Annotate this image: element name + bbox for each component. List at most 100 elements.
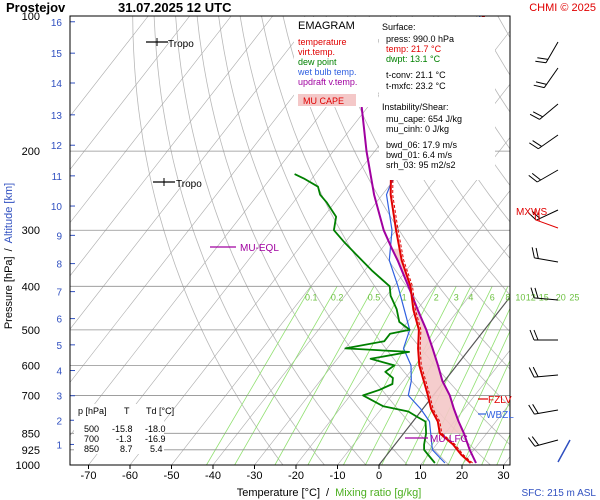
bwd01-value: bwd_01: 6.4 m/s <box>386 150 453 160</box>
mu-lfc-label: MU-LFC <box>430 434 468 445</box>
legend-updraft: updraft v.temp. <box>298 77 357 87</box>
wind-barb <box>529 103 559 120</box>
wind-barb-feather <box>535 247 539 259</box>
wind-barb-feather <box>531 247 535 258</box>
virtual-temp-line <box>392 16 487 464</box>
altitude-tick-label: 2 <box>56 416 62 427</box>
wbzl-label: WBZL <box>486 410 514 421</box>
srh03-value: srh_03: 95 m2/s2 <box>386 160 456 170</box>
mxws-label: MXWS <box>516 207 547 218</box>
dry-adiabat <box>368 16 510 259</box>
wind-barb-feather <box>532 366 539 377</box>
altitude-tick-label: 13 <box>51 111 63 122</box>
surface-title: Surface: <box>382 22 416 32</box>
bwd06-value: bwd_06: 17.9 m/s <box>386 140 458 150</box>
legend-wet-bulb: wet bulb temp. <box>297 67 357 77</box>
temperature-tick-label: 20 <box>456 470 468 482</box>
tropo-label-lower: Tropo <box>176 179 202 190</box>
wind-barb <box>529 329 558 341</box>
mixing-ratio-label: 4 <box>468 292 473 302</box>
altitude-tick-label: 6 <box>56 315 62 326</box>
dry-adiabat <box>304 16 510 370</box>
wind-barb-staff <box>536 169 559 183</box>
isotherm <box>70 16 273 277</box>
isotherm <box>70 16 190 170</box>
wind-barb-feather <box>535 81 547 85</box>
temperature-tick-label: 0 <box>376 470 382 482</box>
instability-title: Instability/Shear: <box>382 102 449 112</box>
mixing-ratio-label: 20 <box>556 292 566 302</box>
table-cell: 5.4 <box>150 444 163 454</box>
isotherm <box>70 16 315 330</box>
temperature-tick-label: -30 <box>247 470 263 482</box>
wind-barb <box>528 366 559 378</box>
dew-profile-line <box>294 173 436 464</box>
mixing-ratio-label: 2 <box>434 292 439 302</box>
mixing-ratio-label: 6 <box>490 292 495 302</box>
wind-barb-feather <box>532 404 539 414</box>
wind-barb <box>533 67 559 89</box>
wind-barb <box>535 41 559 64</box>
x-axis-title-separator: / <box>326 487 330 499</box>
isotherm <box>503 456 510 465</box>
temperature-tick-label: -50 <box>164 470 180 482</box>
altitude-tick-label: 7 <box>56 288 62 299</box>
altitude-tick-label: 1 <box>56 440 62 451</box>
fzlv-label: FZLV <box>488 395 512 406</box>
table-cell: 700 <box>84 434 99 444</box>
y-axis-title-separator: / <box>3 247 15 251</box>
mu-cape-value: mu_cape: 654 J/kg <box>386 114 462 124</box>
surface-dwpt: dwpt: 13.1 °C <box>386 54 441 64</box>
wind-barb-feather <box>535 60 547 64</box>
mixing-ratio-line <box>307 286 405 465</box>
updraft-profile-line <box>356 67 477 464</box>
altitude-tick-label: 3 <box>56 392 62 403</box>
altitude-tick-label: 8 <box>56 260 62 271</box>
mixing-ratio-label: 15 <box>539 292 549 302</box>
mixing-ratio-line <box>234 286 338 465</box>
wind-barb-feather <box>532 140 542 147</box>
y-axis-title-pressure: Pressure [hPa] <box>3 256 15 329</box>
plot-border <box>69 15 511 466</box>
wind-barb-feather <box>533 329 539 341</box>
datetime-title: 31.07.2025 12 UTC <box>118 0 232 15</box>
wind-barb-feather <box>529 329 535 341</box>
surface-tmxfc: t-mxfc: 23.2 °C <box>386 81 446 91</box>
dry-adiabat <box>584 16 600 465</box>
wind-barb-feather <box>528 367 535 378</box>
altitude-tick-label: 14 <box>51 79 63 90</box>
dry-adiabat <box>347 16 510 296</box>
pressure-tick-label: 925 <box>22 445 40 457</box>
pressure-tick-label: 600 <box>22 360 40 372</box>
table-header-p: p [hPa] <box>78 406 107 416</box>
table-cell: 500 <box>84 424 99 434</box>
isotherm <box>420 349 510 465</box>
surface-tconv: t-conv: 21.1 °C <box>386 70 446 80</box>
dry-adiabat <box>519 16 600 465</box>
wind-barb <box>527 436 559 447</box>
table-cell: 8.7 <box>120 444 133 454</box>
table-cell: -18.0 <box>145 424 166 434</box>
wind-barb-feather <box>528 174 538 183</box>
x-axis-title: Temperature [°C] / Mixing ratio [g/kg] <box>237 487 422 499</box>
temperature-tick-label: -40 <box>205 470 221 482</box>
mixing-ratio-label: 3 <box>454 292 459 302</box>
pressure-tick-label: 1000 <box>16 460 40 472</box>
table-header-td: Td [°C] <box>146 406 174 416</box>
isotherm <box>337 243 510 465</box>
temperature-tick-label: 30 <box>497 470 509 482</box>
mixing-ratio-label: 25 <box>569 292 579 302</box>
isotherm <box>70 16 149 117</box>
temperature-tick-label: -10 <box>330 470 346 482</box>
mixing-ratio-label: 0.5 <box>368 292 381 302</box>
mixing-ratio-label: 0.1 <box>305 292 318 302</box>
table-cell: -1.3 <box>116 434 132 444</box>
altitude-tick-label: 15 <box>51 49 63 60</box>
pressure-tick-label: 300 <box>22 225 40 237</box>
altitude-tick-label: 4 <box>56 367 62 378</box>
dry-adiabat <box>325 16 510 333</box>
y-axis-title-altitude: Altitude [km] <box>3 183 15 244</box>
mixing-ratio-line <box>447 330 510 465</box>
dry-adiabat <box>562 16 600 465</box>
